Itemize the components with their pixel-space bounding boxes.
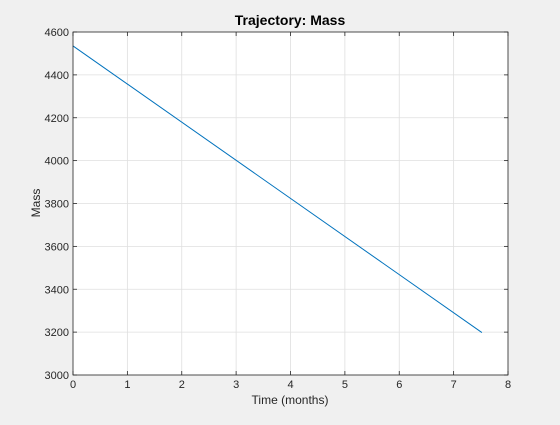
- y-tick-label: 3000: [45, 370, 69, 382]
- y-tick-label: 4400: [45, 70, 69, 82]
- x-tick-label: 7: [451, 379, 457, 391]
- tick-marks: [72, 31, 509, 376]
- y-tick-label: 3800: [45, 199, 69, 211]
- x-tick-label: 0: [70, 379, 76, 391]
- x-tick-label: 1: [124, 379, 130, 391]
- y-axis-label: Mass: [29, 189, 43, 218]
- chart-title: Trajectory: Mass: [235, 12, 346, 28]
- y-tick-label: 3200: [45, 327, 69, 339]
- y-tick-label: 4200: [45, 113, 69, 125]
- x-tick-label: 5: [342, 379, 348, 391]
- y-tick-label: 3400: [45, 284, 69, 296]
- y-tick-label: 4600: [45, 27, 69, 39]
- x-tick-label: 8: [505, 379, 511, 391]
- series-line-mass: [72, 45, 483, 333]
- x-tick-label: 4: [287, 379, 293, 391]
- x-axis-label: Time (months): [252, 393, 329, 407]
- series-layer: [72, 45, 483, 333]
- x-tick-label: 3: [233, 379, 239, 391]
- y-tick-label: 4000: [45, 156, 69, 168]
- y-tick-labels: 3000 3200 3400 3600 3800 4000 4200 4400 4600: [45, 27, 69, 382]
- x-tick-labels: 0 1 2 3 4 5 6 7 8: [70, 379, 511, 391]
- x-tick-label: 6: [396, 379, 402, 391]
- y-tick-label: 3600: [45, 241, 69, 253]
- x-tick-label: 2: [179, 379, 185, 391]
